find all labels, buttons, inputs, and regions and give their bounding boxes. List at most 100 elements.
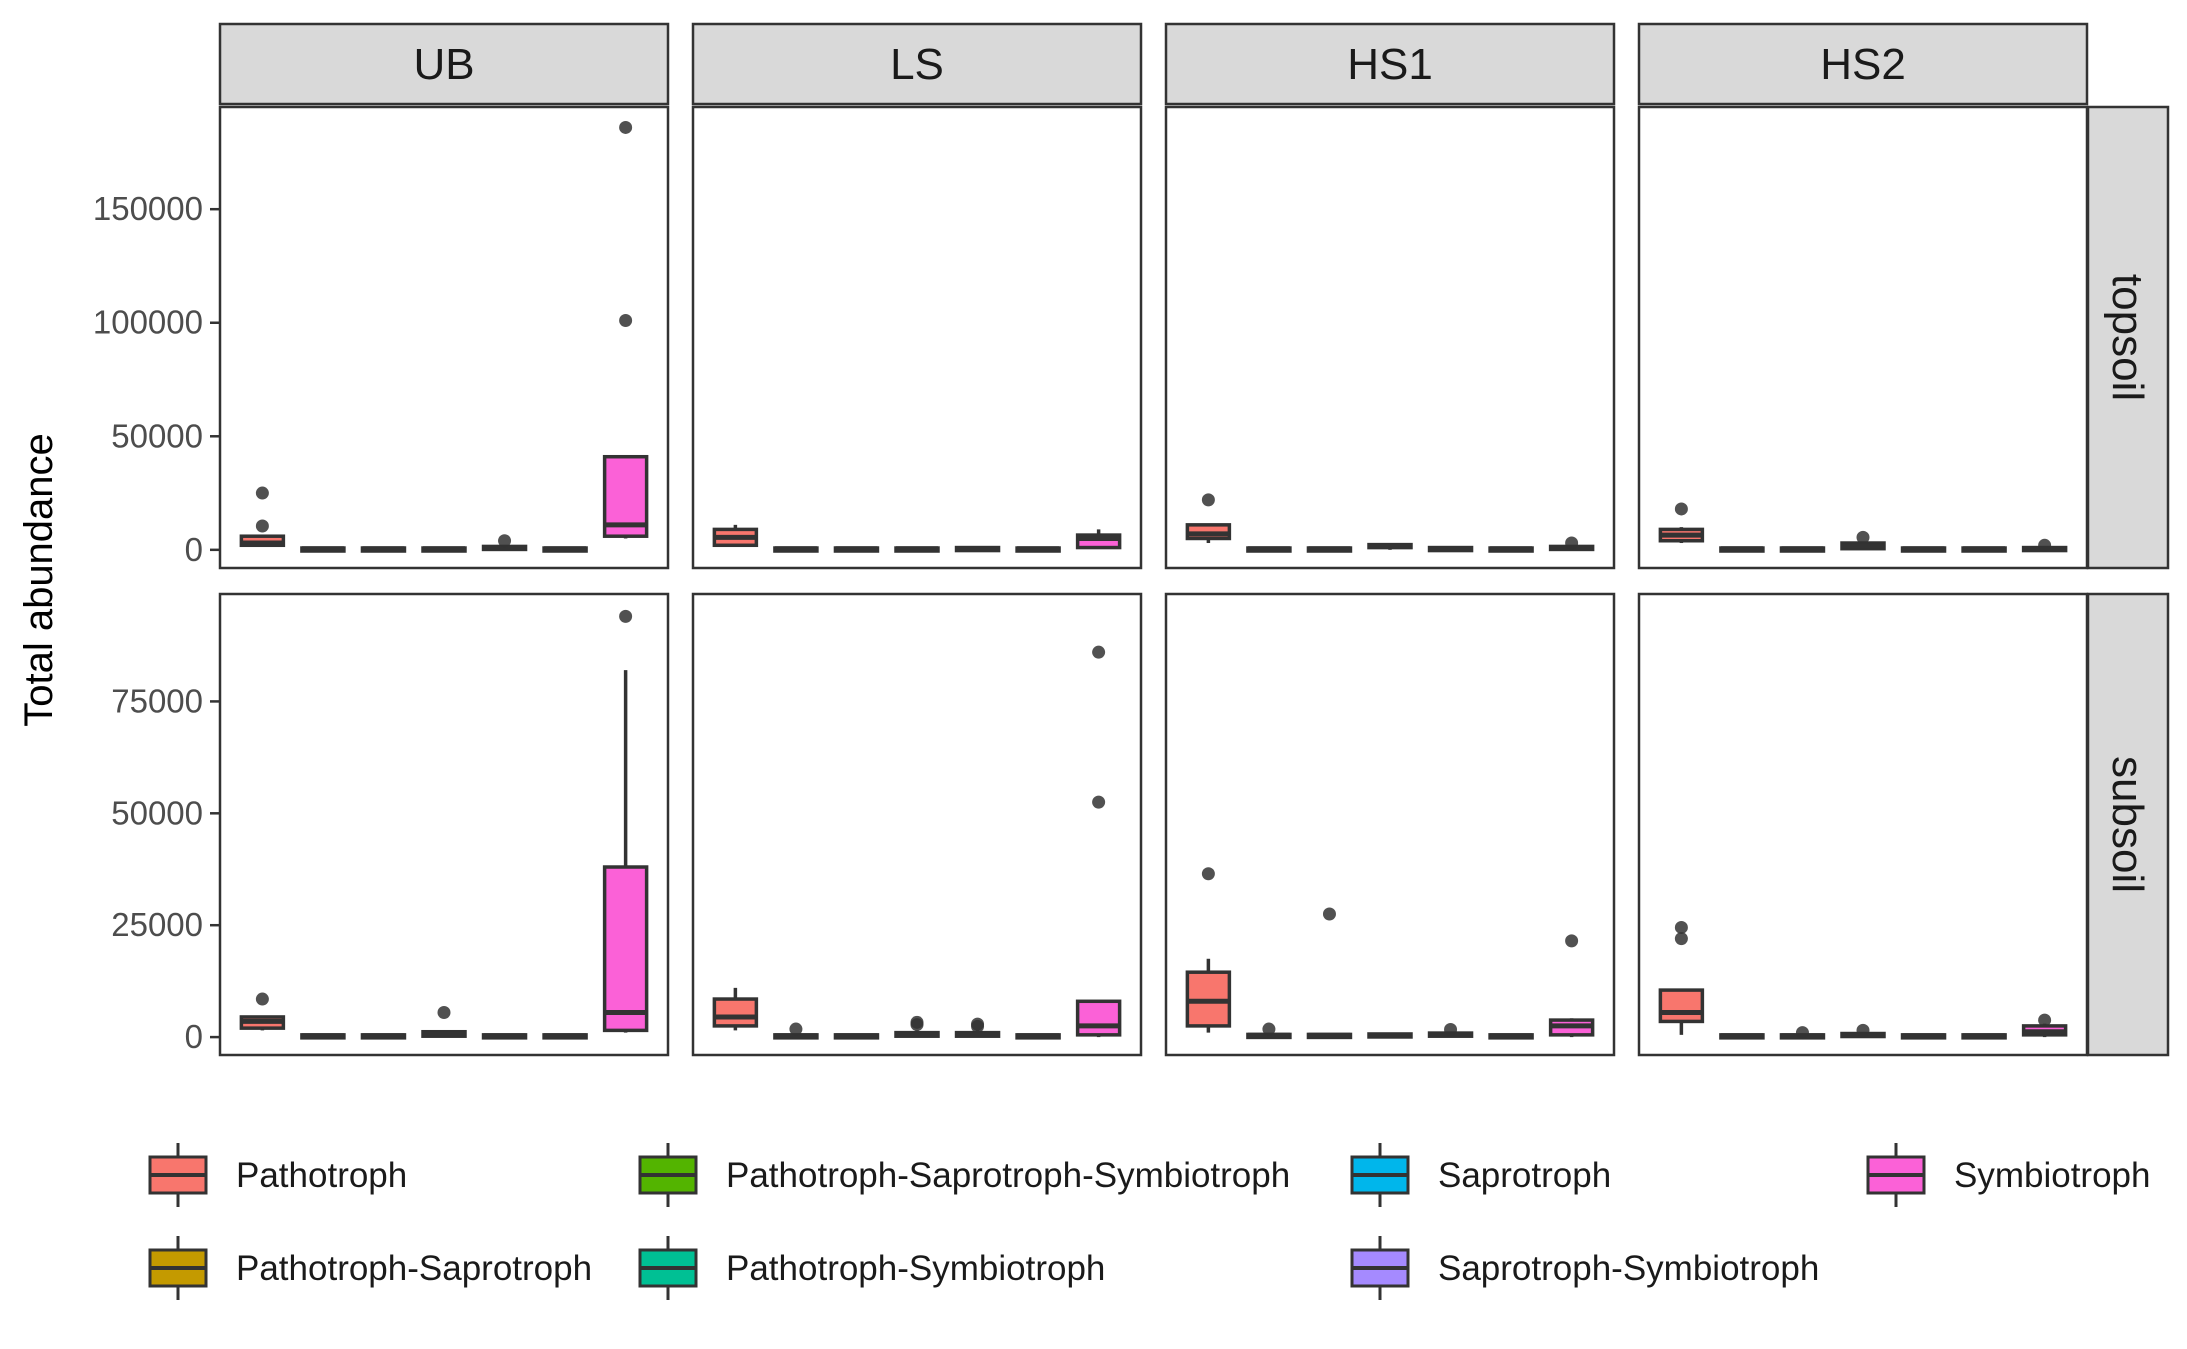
strip-label-hs1: HS1 (1347, 40, 1433, 89)
box-ub-topsoil-pathotroph-outlier-1 (255, 486, 269, 500)
box-ls-subsoil-saprotroph-outlier-1 (971, 1017, 985, 1031)
box-hs2-topsoil-pathotroph-symbiotroph (1840, 530, 1886, 551)
legend-label-saprotroph-symbiotroph: Saprotroph-Symbiotroph (1438, 1249, 1819, 1288)
strip-label-topsoil: topsoil (2103, 274, 2152, 401)
box-ls-subsoil-pathotroph-saprotroph (773, 1022, 819, 1040)
column-strips: UB LS HS1 HS2 (218, 22, 2089, 106)
strip-ub (218, 22, 670, 106)
legend-item-saprotroph: Saprotroph (1350, 1143, 1611, 1207)
box-ub-subsoil-pathotroph (239, 992, 286, 1031)
legend-item-saprotroph-symbiotroph: Saprotroph-Symbiotroph (1350, 1236, 1819, 1300)
panel-frame-hs2-subsoil (1637, 592, 2089, 1057)
y-tick-label-subsoil-0: 0 (185, 1018, 203, 1055)
box-hs2-subsoil-symbiotroph (2021, 1013, 2068, 1038)
box-hs1-topsoil-saprotroph-symbiotroph (1488, 546, 1534, 553)
box-hs2-subsoil-pathotroph-iqr (1658, 988, 1705, 1024)
box-hs2-topsoil-pathotroph-saprotroph-symbiotroph (1779, 546, 1826, 553)
box-hs2-subsoil-pathotroph-outlier-0 (1674, 932, 1688, 946)
box-hs1-topsoil-pathotroph-saprotroph-symbiotroph (1306, 546, 1353, 553)
box-hs2-subsoil-saprotroph-symbiotroph (1961, 1033, 2007, 1040)
strip-label-ub: UB (413, 40, 474, 89)
box-ls-topsoil-pathotroph-symbiotroph (894, 546, 940, 553)
box-hs2-topsoil-pathotroph (1658, 502, 1705, 544)
box-hs2-subsoil-pathotroph-symbiotroph (1840, 1023, 1886, 1039)
legend-label-pathotroph-saprotroph-symbiotroph: Pathotroph-Saprotroph-Symbiotroph (726, 1156, 1290, 1195)
box-ls-subsoil-symbiotroph-outlier-0 (1092, 795, 1106, 809)
box-ub-topsoil-symbiotroph-outlier-0 (619, 313, 633, 327)
y-tick-label-subsoil-2: 50000 (111, 794, 203, 831)
box-ub-topsoil-pathotroph-outlier-0 (255, 519, 269, 533)
box-hs2-subsoil-pathotroph-saprotroph-symbiotroph (1779, 1026, 1826, 1040)
box-ls-subsoil-pathotroph-iqr (712, 997, 759, 1028)
box-hs2-subsoil-symbiotroph-outlier-0 (2038, 1013, 2052, 1027)
panel-frame-hs2-topsoil (1637, 105, 2089, 570)
box-hs1-subsoil-pathotroph (1185, 867, 1232, 1033)
box-ub-topsoil-symbiotroph (602, 120, 649, 539)
legend-item-pathotroph-saprotroph: Pathotroph-Saprotroph (148, 1236, 592, 1300)
panel-ls-subsoil (691, 592, 1143, 1057)
box-ub-topsoil-pathotroph-symbiotroph (421, 546, 467, 553)
legend-label-pathotroph-symbiotroph: Pathotroph-Symbiotroph (726, 1249, 1105, 1288)
box-ub-subsoil-symbiotroph (602, 609, 649, 1033)
box-ls-subsoil-pathotroph-symbiotroph (894, 1015, 940, 1038)
box-hs2-topsoil-symbiotroph-outlier-0 (2038, 538, 2052, 552)
box-hs2-topsoil-pathotroph-symbiotroph-outlier-0 (1856, 530, 1870, 544)
legend-item-pathotroph: Pathotroph (148, 1143, 407, 1207)
box-ub-topsoil-saprotroph-outlier-0 (498, 534, 512, 548)
box-ub-subsoil-pathotroph-saprotroph (300, 1033, 346, 1040)
box-ls-subsoil-symbiotroph-iqr (1075, 999, 1122, 1037)
box-hs2-subsoil-pathotroph-saprotroph-symbiotroph-outlier-0 (1795, 1026, 1809, 1040)
box-hs1-topsoil-pathotroph-outlier-0 (1201, 493, 1215, 507)
legend-item-symbiotroph: Symbiotroph (1866, 1143, 2150, 1207)
strip-label-ls: LS (890, 40, 944, 89)
strip-topsoil (2086, 105, 2170, 570)
box-ub-subsoil-pathotroph-saprotroph-symbiotroph (360, 1033, 407, 1040)
box-ub-topsoil-symbiotroph-outlier-1 (619, 120, 633, 134)
box-ub-topsoil-saprotroph (481, 534, 528, 552)
box-hs2-subsoil-saprotroph (1900, 1033, 1947, 1040)
box-hs1-subsoil-pathotroph-symbiotroph (1367, 1032, 1413, 1039)
box-ls-subsoil-pathotroph (712, 987, 759, 1031)
box-hs1-topsoil-symbiotroph (1548, 536, 1595, 552)
strip-label-hs2: HS2 (1820, 40, 1906, 89)
box-ub-subsoil-pathotroph-symbiotroph (421, 1005, 467, 1038)
box-hs2-subsoil-pathotroph-outlier-1 (1674, 920, 1688, 934)
box-hs1-subsoil-pathotroph-saprotroph (1246, 1022, 1292, 1040)
legend-label-symbiotroph: Symbiotroph (1954, 1156, 2150, 1195)
box-ls-topsoil-pathotroph (712, 524, 759, 548)
box-hs1-topsoil-saprotroph (1427, 545, 1474, 553)
box-hs1-subsoil-symbiotroph-outlier-0 (1565, 934, 1579, 948)
box-ls-subsoil-symbiotroph (1075, 645, 1122, 1038)
box-ub-subsoil-saprotroph (481, 1033, 528, 1040)
box-hs1-topsoil-pathotroph (1185, 493, 1232, 544)
box-ls-subsoil-saprotroph (954, 1017, 1001, 1038)
legend-label-pathotroph-saprotroph: Pathotroph-Saprotroph (236, 1249, 592, 1288)
box-hs1-subsoil-saprotroph-symbiotroph (1488, 1033, 1534, 1040)
legend: Pathotroph Pathotroph-Saprotroph Pathotrop… (148, 1143, 2150, 1300)
y-tick-label-topsoil-0: 0 (185, 531, 203, 568)
box-hs1-subsoil-pathotroph-saprotroph-symbiotroph (1306, 907, 1353, 1040)
panel-ub-subsoil (218, 592, 670, 1057)
strip-hs1 (1164, 22, 1616, 106)
y-axes: 0 50000 100000 150000 0 25000 50000 75000 (93, 190, 220, 1055)
panel-frame-ub-subsoil (218, 592, 670, 1057)
box-ls-subsoil-pathotroph-saprotroph-symbiotroph (833, 1033, 880, 1040)
panel-frame-hs1-topsoil (1164, 105, 1616, 570)
box-ls-topsoil-symbiotroph (1075, 529, 1122, 550)
box-ls-topsoil-saprotroph (954, 545, 1001, 553)
y-axis-title: Total abundance (17, 433, 61, 727)
row-strips: topsoil subsoil (2086, 105, 2170, 1057)
box-ls-subsoil-pathotroph-symbiotroph-outlier-1 (910, 1015, 924, 1029)
box-ls-subsoil-pathotroph-saprotroph-outlier-0 (789, 1022, 803, 1036)
box-ls-subsoil-symbiotroph-outlier-1 (1092, 645, 1106, 659)
box-hs2-subsoil-pathotroph-symbiotroph-outlier-0 (1856, 1023, 1870, 1037)
strip-label-subsoil: subsoil (2103, 756, 2152, 893)
y-tick-label-subsoil-3: 75000 (111, 682, 203, 719)
legend-label-saprotroph: Saprotroph (1438, 1156, 1611, 1195)
panel-hs1-subsoil (1164, 592, 1616, 1057)
legend-item-pathotroph-symbiotroph: Pathotroph-Symbiotroph (638, 1236, 1105, 1300)
box-hs2-subsoil-pathotroph (1658, 920, 1705, 1035)
box-hs2-topsoil-saprotroph (1900, 546, 1947, 553)
box-ls-topsoil-pathotroph-saprotroph-symbiotroph (833, 546, 880, 553)
